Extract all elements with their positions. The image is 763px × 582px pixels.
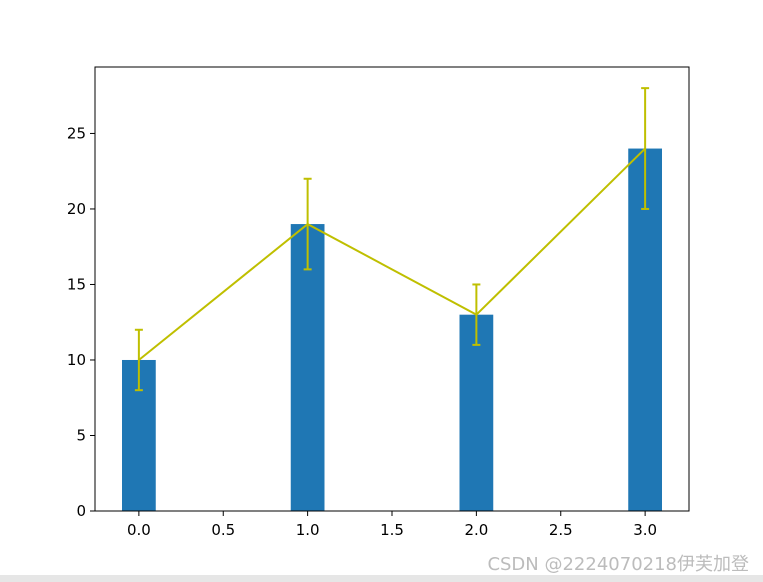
y-tick-label-2: 10 [67,351,86,369]
x-tick-label-5: 2.5 [549,521,573,539]
y-axis: 0 5 10 15 20 25 [67,124,95,520]
x-axis: 0.0 0.5 1.0 1.5 2.0 2.5 3.0 [127,511,657,539]
bars-group [122,148,662,511]
x-tick-label-2: 1.0 [296,521,320,539]
x-tick-label-1: 0.5 [211,521,235,539]
y-tick-label-1: 5 [76,426,86,444]
y-tick-label-3: 15 [67,275,86,293]
y-tick-label-0: 0 [76,502,86,520]
y-tick-label-5: 25 [67,124,86,142]
line-series [138,147,646,361]
watermark-text: CSDN @2224070218伊芙加登 [487,554,749,575]
bottom-scroll-strip [0,575,763,582]
x-tick-label-0: 0.0 [127,521,151,539]
y-tick-label-4: 20 [67,200,86,218]
x-tick-label-6: 3.0 [633,521,657,539]
axes-frame [94,66,690,512]
bar-2 [459,314,494,511]
x-tick-label-3: 1.5 [380,521,404,539]
x-tick-label-4: 2.0 [464,521,488,539]
bar-1 [290,224,325,511]
error-line-group [134,87,650,392]
